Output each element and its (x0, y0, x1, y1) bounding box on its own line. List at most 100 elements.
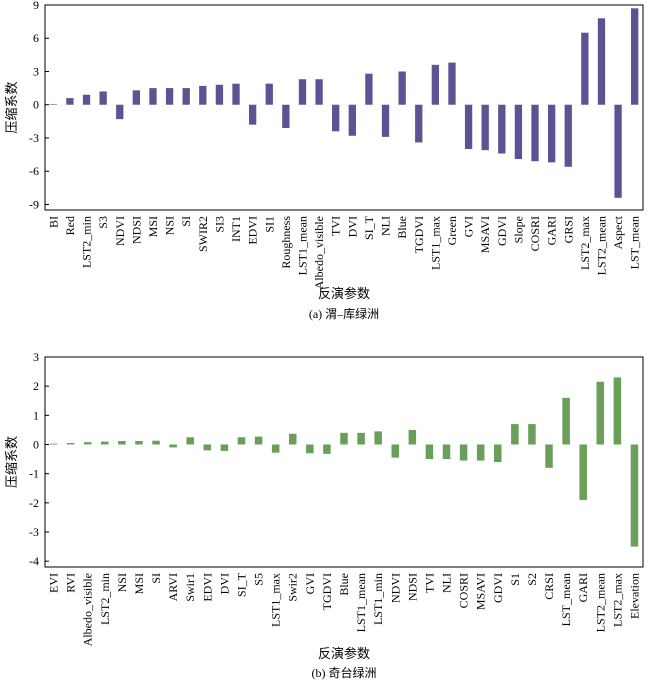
bar (613, 377, 622, 445)
x-tick-label: LST_mean (559, 573, 573, 626)
x-tick-label: S5 (252, 573, 266, 586)
y-axis-label: 压缩系数 (4, 81, 19, 133)
x-tick-label: EDVI (200, 573, 214, 602)
bar (631, 8, 639, 105)
bar (49, 104, 57, 105)
bar (135, 441, 143, 445)
y-tick-label: -9 (29, 197, 39, 211)
bar (340, 432, 348, 445)
bar (132, 90, 141, 105)
bar (118, 441, 126, 445)
bar (581, 32, 589, 105)
x-tick-label: S3 (96, 216, 110, 229)
bar (152, 440, 160, 445)
bar (149, 88, 157, 105)
bar (232, 83, 240, 105)
x-tick-label: DVI (345, 216, 359, 237)
x-tick-label: SWIR2 (196, 216, 210, 252)
bar (348, 104, 356, 136)
x-tick-label: SI (179, 216, 193, 227)
x-tick-label: Albedo_visible (312, 216, 326, 289)
bar (203, 444, 212, 451)
bar (391, 444, 400, 458)
bar (82, 94, 91, 105)
bar (101, 441, 109, 445)
x-tick-label: LST2_mean (593, 573, 607, 632)
bar (630, 444, 639, 547)
plot-frame (44, 356, 644, 568)
x-tick-label: TVI (422, 573, 436, 593)
x-tick-label: NLI (440, 573, 454, 593)
bar (381, 104, 390, 137)
bar (186, 437, 194, 445)
x-tick-label: SI_T (362, 215, 376, 240)
x-tick-label: NDSI (405, 573, 419, 601)
bar (448, 62, 456, 105)
bar (442, 444, 451, 460)
y-tick-label: 6 (33, 31, 39, 45)
plot-frame (44, 4, 644, 211)
x-tick-label: Elevation (627, 573, 641, 619)
bar (182, 88, 190, 105)
bar (531, 104, 539, 162)
bar (199, 85, 207, 105)
x-tick-label: MSAVI (474, 573, 488, 610)
bar (215, 84, 224, 105)
x-tick-label: LST_mean (628, 216, 642, 269)
caption: (b) 奇台绿洲 (312, 665, 377, 680)
y-tick-label: 3 (33, 64, 39, 78)
x-tick-label: GVI (303, 573, 317, 594)
bar (83, 442, 92, 445)
x-tick-label: SI3 (212, 216, 226, 233)
y-axis-label: 压缩系数 (4, 436, 19, 488)
y-tick-label: -2 (29, 496, 39, 510)
x-tick-label: EVI (47, 573, 61, 593)
x-tick-label: Blue (337, 573, 351, 596)
x-tick-label: LST1_max (269, 573, 283, 627)
bar (596, 381, 605, 445)
bar (431, 64, 440, 105)
bar (528, 424, 536, 445)
x-tick-label: Green (445, 216, 459, 245)
x-tick-label: MSI (132, 573, 146, 594)
y-tick-label: 9 (33, 0, 39, 12)
y-tick-label: 2 (33, 379, 39, 393)
bar (315, 79, 323, 105)
x-tick-label: LST2_min (98, 573, 112, 625)
x-tick-label: CRSI (542, 573, 556, 600)
x-tick-label: LST2_mean (594, 216, 608, 275)
x-tick-label: LST2_min (80, 216, 94, 268)
x-tick-label: BI (46, 216, 60, 228)
y-tick-label: 0 (33, 438, 39, 452)
bar (49, 443, 58, 445)
x-tick-label: EDVI (246, 216, 260, 245)
bar (288, 433, 297, 445)
bar (374, 431, 382, 445)
x-tick-label: Slope (511, 216, 525, 243)
x-tick-label: COSRI (528, 216, 542, 251)
x-tick-label: GARI (545, 216, 559, 245)
bar (165, 88, 174, 105)
bar (282, 104, 290, 128)
bar (332, 104, 340, 132)
bar (545, 444, 553, 468)
x-tick-label: GDVI (491, 573, 505, 603)
x-tick-label: Aspect (611, 215, 625, 249)
x-tick-label: GRSI (561, 216, 575, 243)
x-tick-label: LST2_max (578, 216, 592, 270)
bar (99, 91, 107, 105)
x-tick-label: NDSI (129, 216, 143, 244)
x-tick-label: Red (63, 216, 77, 235)
bar (254, 436, 263, 445)
bar (564, 104, 572, 167)
bar (425, 444, 434, 460)
bar (357, 432, 365, 445)
bar (248, 104, 257, 125)
x-axis-label: 反演参数 (318, 286, 370, 301)
bar (498, 104, 506, 154)
y-tick-label: 3 (33, 350, 39, 364)
x-tick-label: NSI (115, 573, 129, 592)
y-tick-label: -3 (29, 131, 39, 145)
x-tick-label: LST1_min (371, 573, 385, 625)
